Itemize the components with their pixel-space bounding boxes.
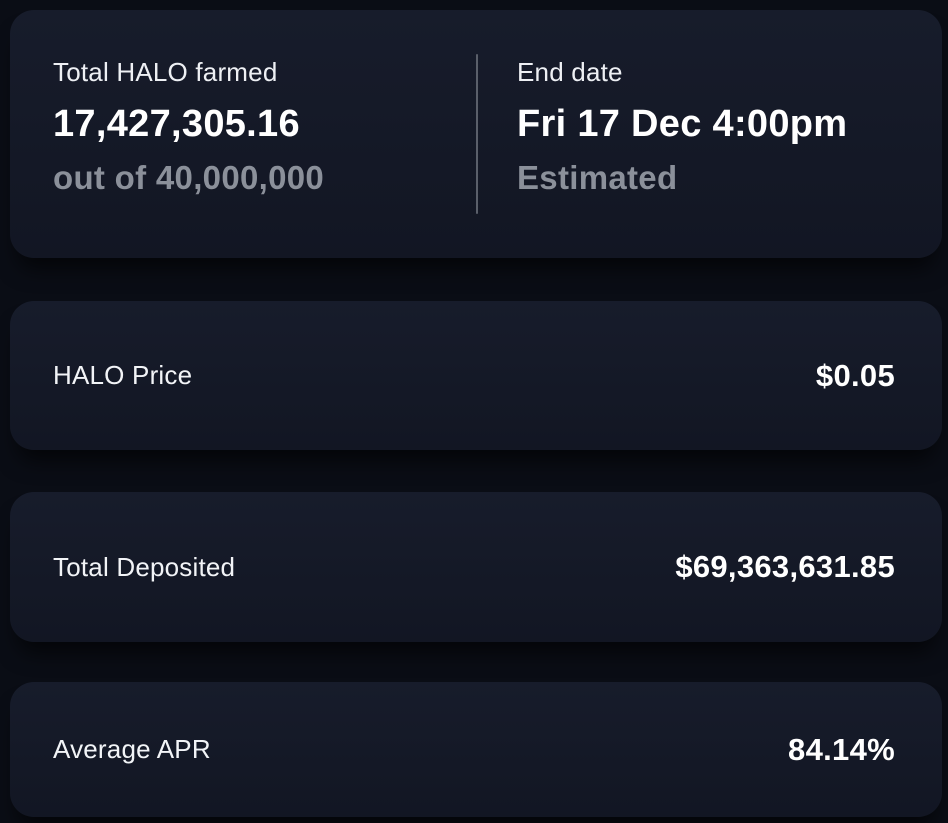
halo-price-row: HALO Price $0.05 (10, 301, 942, 450)
halo-price-value: $0.05 (815, 357, 895, 393)
end-date-note: Estimated (517, 159, 678, 196)
average-apr-value: 84.14% (788, 731, 895, 767)
total-farmed-value: 17,427,305.16 (53, 103, 300, 145)
total-farmed-section: Total HALO farmed 17,427,305.16 out of 4… (10, 10, 476, 258)
average-apr-row: Average APR 84.14% (10, 682, 942, 817)
end-date-label: End date (517, 57, 623, 87)
total-farmed-label: Total HALO farmed (53, 57, 278, 87)
total-deposited-value: $69,363,631.85 (675, 549, 895, 584)
average-apr-label: Average APR (53, 734, 211, 764)
halo-price-label: HALO Price (53, 360, 193, 390)
total-deposited-row: Total Deposited $69,363,631.85 (10, 492, 942, 642)
vertical-divider (476, 54, 478, 214)
summary-card: Total HALO farmed 17,427,305.16 out of 4… (10, 10, 942, 258)
total-farmed-cap: out of 40,000,000 (53, 159, 325, 196)
end-date-value: Fri 17 Dec 4:00pm (517, 103, 848, 145)
total-deposited-label: Total Deposited (53, 551, 236, 582)
end-date-section: End date Fri 17 Dec 4:00pm Estimated (476, 10, 942, 258)
